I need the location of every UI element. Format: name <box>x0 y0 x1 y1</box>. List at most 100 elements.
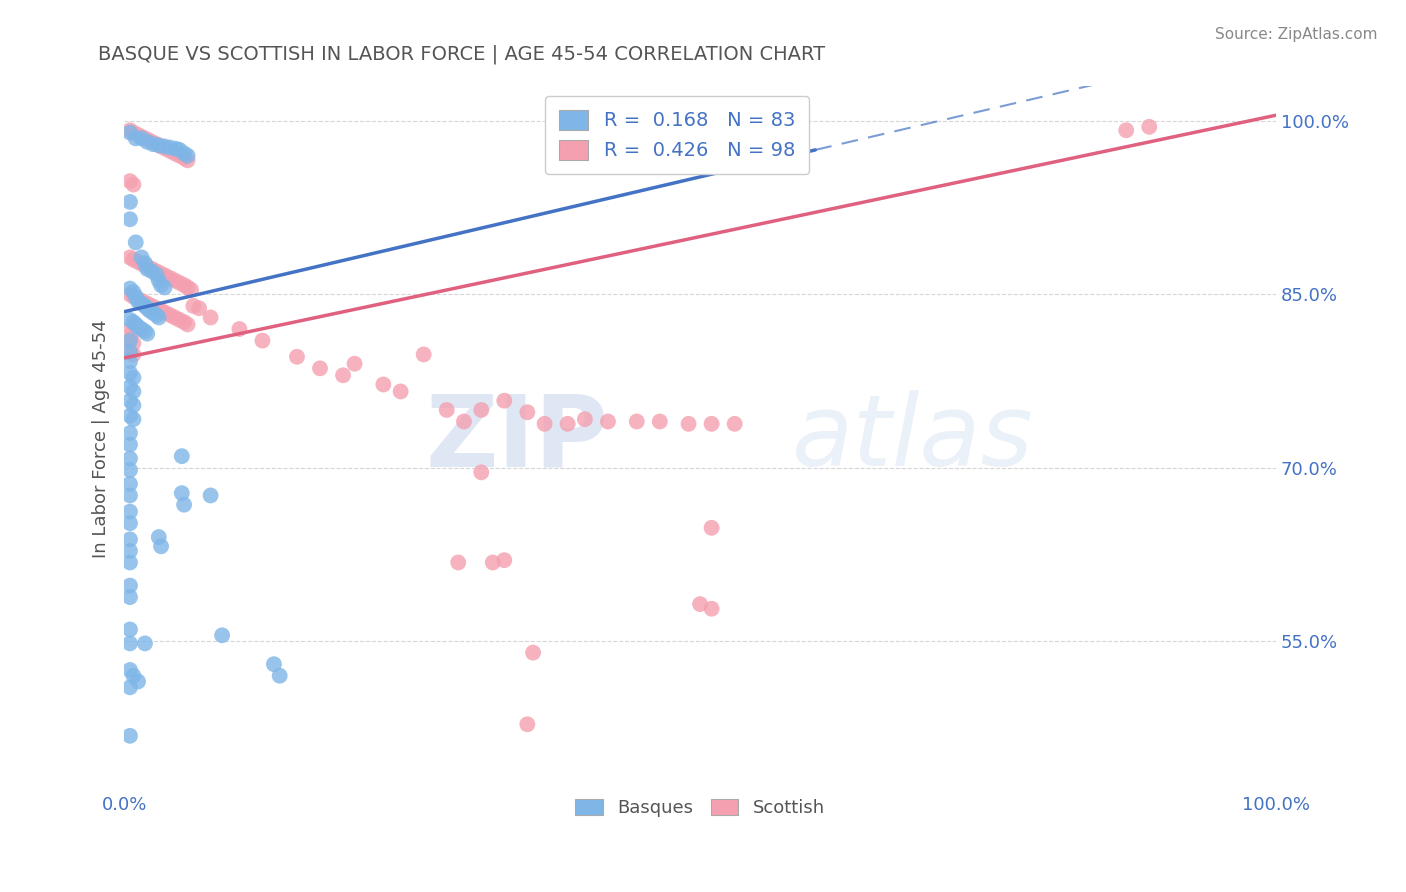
Text: Source: ZipAtlas.com: Source: ZipAtlas.com <box>1215 27 1378 42</box>
Point <box>131 131 153 145</box>
Point <box>453 415 475 429</box>
Point <box>118 212 141 227</box>
Point <box>169 149 191 163</box>
Point <box>118 354 141 368</box>
Point <box>436 403 458 417</box>
Point <box>118 590 141 604</box>
Point <box>176 280 198 294</box>
Point <box>118 334 141 348</box>
Point <box>122 324 145 338</box>
Point <box>122 290 145 304</box>
Point <box>389 384 412 399</box>
Point <box>155 142 177 156</box>
Point <box>127 292 149 306</box>
Point <box>165 142 187 156</box>
Point <box>131 130 153 145</box>
Point <box>343 357 366 371</box>
Point <box>516 405 538 419</box>
Point <box>176 153 198 168</box>
Point <box>136 132 159 146</box>
Point <box>200 488 222 502</box>
Point <box>145 308 167 322</box>
Point <box>269 669 291 683</box>
Point <box>159 308 181 322</box>
Point <box>522 646 544 660</box>
Point <box>118 123 141 137</box>
Point <box>141 135 163 149</box>
Point <box>626 415 648 429</box>
Point <box>176 318 198 332</box>
Point <box>118 366 141 380</box>
Point <box>648 415 671 429</box>
Point <box>118 380 141 394</box>
Point <box>169 276 191 290</box>
Point <box>155 268 177 283</box>
Point <box>122 252 145 267</box>
Point <box>180 283 202 297</box>
Point <box>118 505 141 519</box>
Point <box>332 368 354 383</box>
Point <box>148 138 170 153</box>
Text: atlas: atlas <box>792 391 1033 487</box>
Point <box>122 398 145 412</box>
Point <box>118 463 141 477</box>
Point <box>373 377 395 392</box>
Point <box>596 415 619 429</box>
Point <box>118 425 141 440</box>
Point <box>150 539 173 553</box>
Point <box>118 578 141 592</box>
Point <box>118 533 141 547</box>
Point <box>122 315 145 329</box>
Point <box>122 347 145 361</box>
Point <box>118 636 141 650</box>
Point <box>159 271 181 285</box>
Point <box>309 361 332 376</box>
Point <box>150 303 173 318</box>
Point <box>118 663 141 677</box>
Point <box>118 287 141 301</box>
Point <box>516 717 538 731</box>
Point <box>700 601 723 615</box>
Point <box>142 137 165 152</box>
Point <box>176 149 198 163</box>
Point <box>494 553 516 567</box>
Point <box>118 251 141 265</box>
Point <box>134 256 156 270</box>
Point <box>131 257 153 271</box>
Point <box>118 476 141 491</box>
Y-axis label: In Labor Force | Age 45-54: In Labor Force | Age 45-54 <box>93 319 110 558</box>
Point <box>118 516 141 531</box>
Point <box>285 350 308 364</box>
Point <box>134 324 156 338</box>
Point <box>118 437 141 451</box>
Point <box>136 135 159 149</box>
Point <box>150 139 173 153</box>
Point <box>122 669 145 683</box>
Point <box>153 280 176 294</box>
Point <box>134 299 156 313</box>
Point <box>148 310 170 325</box>
Point <box>145 301 167 316</box>
Point <box>557 417 579 431</box>
Point <box>150 267 173 281</box>
Point <box>118 194 141 209</box>
Point <box>481 556 503 570</box>
Point <box>145 137 167 152</box>
Point <box>169 143 191 157</box>
Point <box>118 345 141 359</box>
Point <box>118 393 141 408</box>
Point <box>138 303 160 318</box>
Point <box>118 409 141 423</box>
Point <box>494 393 516 408</box>
Point <box>228 322 250 336</box>
Point <box>136 260 159 274</box>
Point <box>122 370 145 384</box>
Point <box>470 466 492 480</box>
Point <box>700 521 723 535</box>
Point <box>118 282 141 296</box>
Point <box>724 417 747 431</box>
Point <box>131 251 153 265</box>
Point <box>141 264 163 278</box>
Point <box>252 334 274 348</box>
Point <box>470 403 492 417</box>
